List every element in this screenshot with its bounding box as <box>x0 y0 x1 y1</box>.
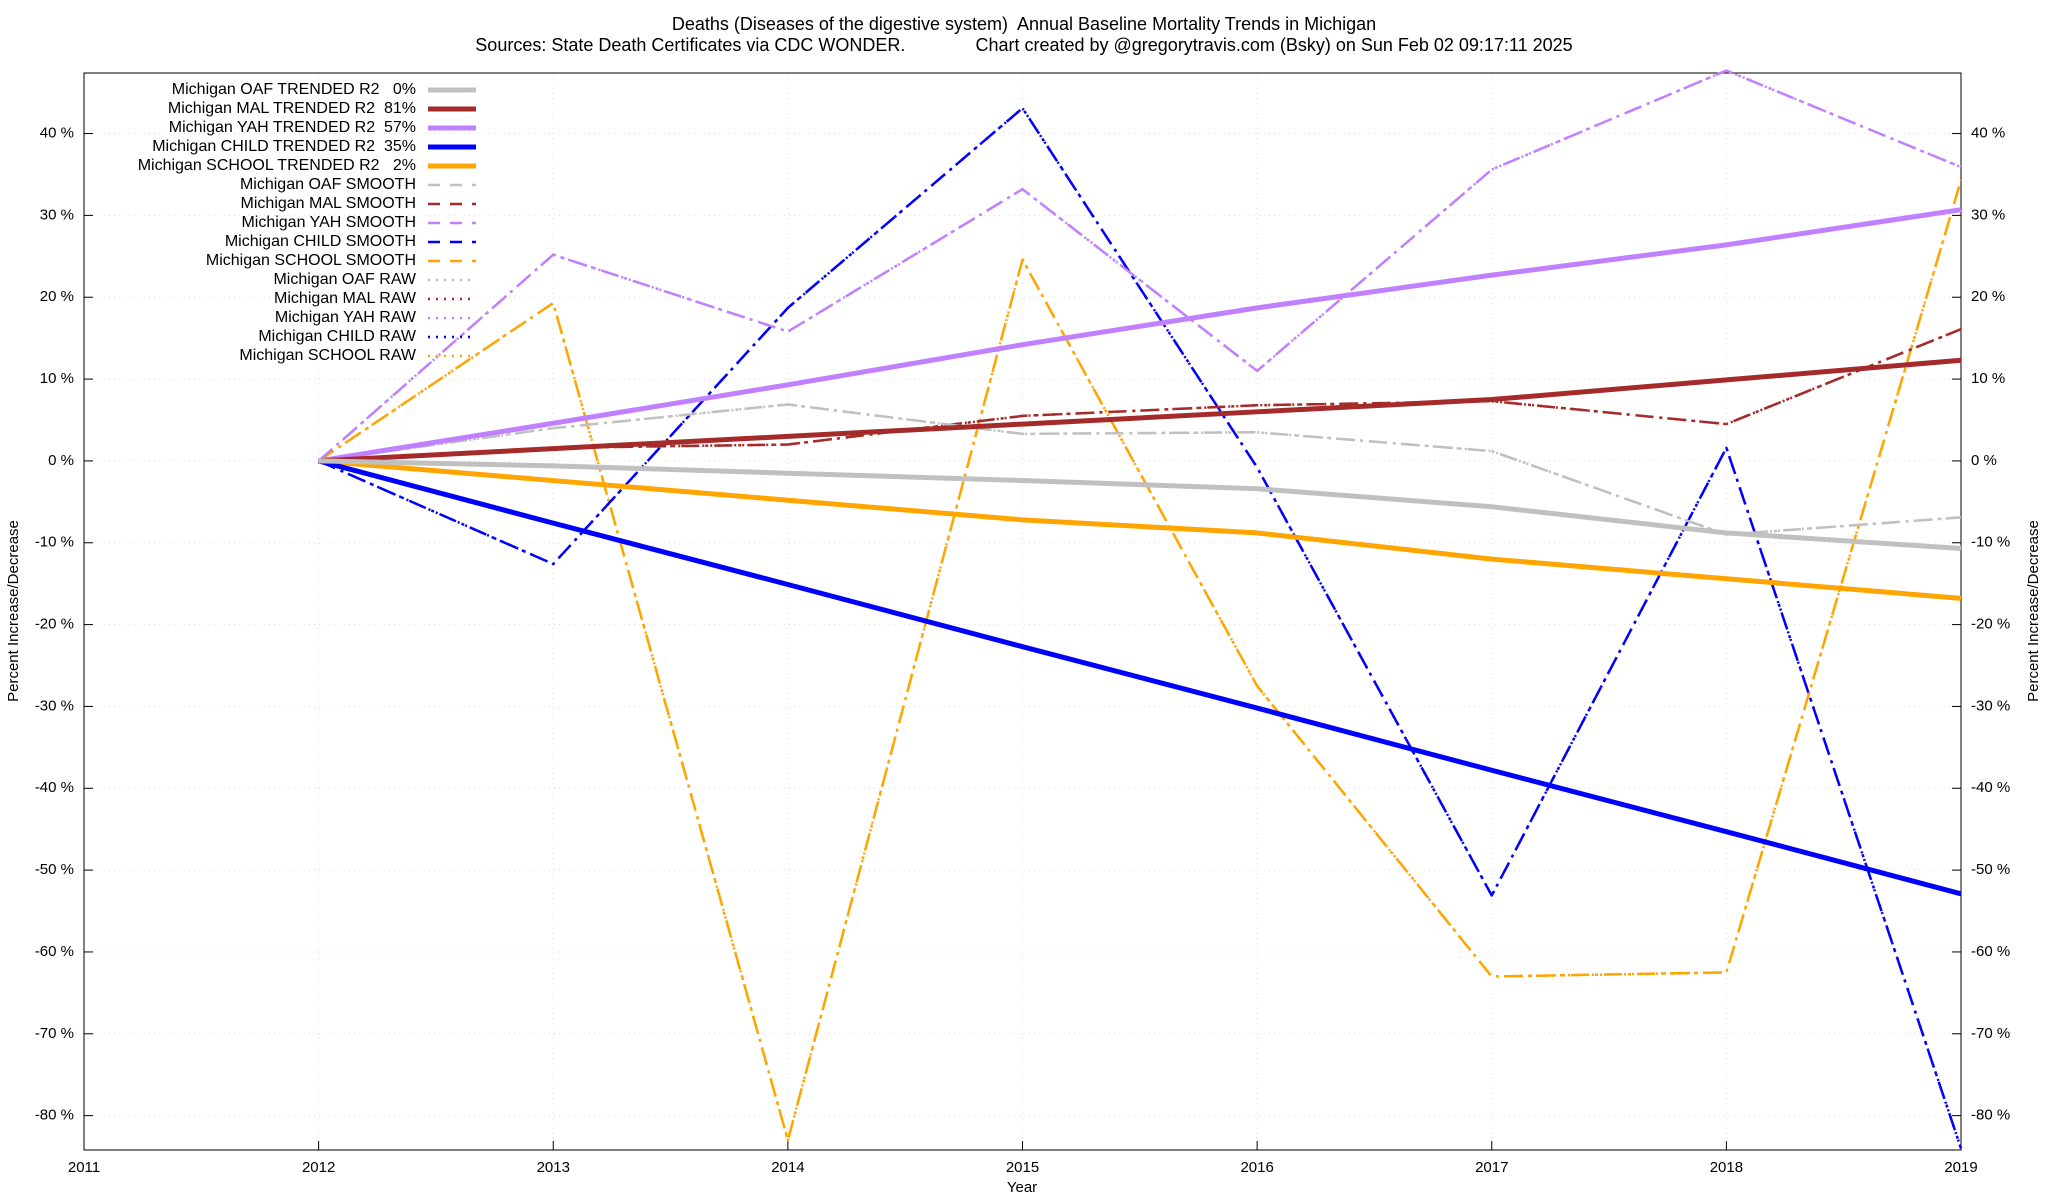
y2-tick-label: -60 % <box>1971 943 2010 960</box>
legend-label: Michigan OAF SMOOTH <box>240 176 416 193</box>
x-tick-label: 2015 <box>1006 1159 1039 1176</box>
legend-label: Michigan SCHOOL RAW <box>239 347 417 364</box>
chart-title: Deaths (Diseases of the digestive system… <box>672 14 1376 34</box>
y-tick-label: 10 % <box>40 370 74 387</box>
y2-tick-label: 20 % <box>1971 288 2005 305</box>
legend-label: Michigan OAF TRENDED R2 0% <box>172 81 416 98</box>
series-line <box>318 106 1963 1149</box>
x-tick-label: 2016 <box>1240 1159 1273 1176</box>
y-tick-label: -70 % <box>35 1025 74 1042</box>
y-tick-label: -60 % <box>35 943 74 960</box>
y2-axis-label: Percent Increase/Decrease <box>2025 520 2042 702</box>
y-tick-label: 40 % <box>40 125 74 142</box>
y2-tick-label: -70 % <box>1971 1025 2010 1042</box>
y2-tick-label: -10 % <box>1971 534 2010 551</box>
legend-label: Michigan CHILD RAW <box>258 328 417 345</box>
series-line <box>318 403 1962 536</box>
y-tick-label: -40 % <box>35 779 74 796</box>
series-line <box>318 207 1962 464</box>
y-tick-label: 0 % <box>48 452 74 469</box>
y2-tick-label: 10 % <box>1971 370 2005 387</box>
series-line <box>318 458 1962 551</box>
legend-label: Michigan YAH SMOOTH <box>241 214 416 231</box>
y2-tick-label: -40 % <box>1971 779 2010 796</box>
plot-border <box>83 72 1962 1151</box>
series-line <box>318 357 1962 464</box>
legend-label: Michigan YAH RAW <box>275 309 417 326</box>
y2-tick-label: 30 % <box>1971 206 2005 223</box>
series-line <box>317 69 1962 462</box>
series-line <box>317 458 1962 897</box>
y-tick-label: -30 % <box>35 697 74 714</box>
legend-label: Michigan MAL SMOOTH <box>241 195 416 212</box>
y2-tick-label: -80 % <box>1971 1107 2010 1124</box>
y-tick-label: -80 % <box>35 1107 74 1124</box>
legend-label: Michigan SCHOOL SMOOTH <box>206 252 416 269</box>
chart-subtitle: Sources: State Death Certificates via CD… <box>475 35 1572 55</box>
y-tick-label: -50 % <box>35 861 74 878</box>
y2-tick-label: -50 % <box>1971 861 2010 878</box>
x-tick-label: 2018 <box>1710 1159 1743 1176</box>
legend-label: Michigan MAL TRENDED R2 81% <box>168 100 416 117</box>
y2-tick-label: 40 % <box>1971 125 2005 142</box>
x-tick-label: 2012 <box>302 1159 335 1176</box>
x-tick-label: 2014 <box>771 1159 804 1176</box>
legend-label: Michigan MAL RAW <box>274 290 417 307</box>
y-tick-label: -10 % <box>35 534 74 551</box>
x-tick-label: 2011 <box>68 1159 100 1176</box>
legend-label: Michigan SCHOOL TRENDED R2 2% <box>138 157 416 174</box>
y-tick-label: 20 % <box>40 288 74 305</box>
x-tick-label: 2019 <box>1944 1159 1977 1176</box>
x-tick-label: 2013 <box>537 1159 570 1176</box>
y2-tick-label: 0 % <box>1971 452 1997 469</box>
legend-label: Michigan YAH TRENDED R2 57% <box>169 119 416 136</box>
series-line <box>317 179 1963 1142</box>
y-tick-label: -20 % <box>35 616 74 633</box>
legend-label: Michigan CHILD TRENDED R2 35% <box>152 138 416 155</box>
legend-label: Michigan OAF RAW <box>273 271 416 288</box>
y-axis-label: Percent Increase/Decrease <box>5 520 22 702</box>
series-line <box>318 458 1962 601</box>
series-line <box>318 106 1963 1149</box>
y-tick-label: 30 % <box>40 206 74 223</box>
series-line <box>317 69 1962 462</box>
y2-tick-label: -20 % <box>1971 616 2010 633</box>
y2-tick-label: -30 % <box>1971 697 2010 714</box>
x-tick-label: 2017 <box>1475 1159 1508 1176</box>
legend-label: Michigan CHILD SMOOTH <box>225 233 416 250</box>
x-axis-label: Year <box>1007 1179 1037 1196</box>
